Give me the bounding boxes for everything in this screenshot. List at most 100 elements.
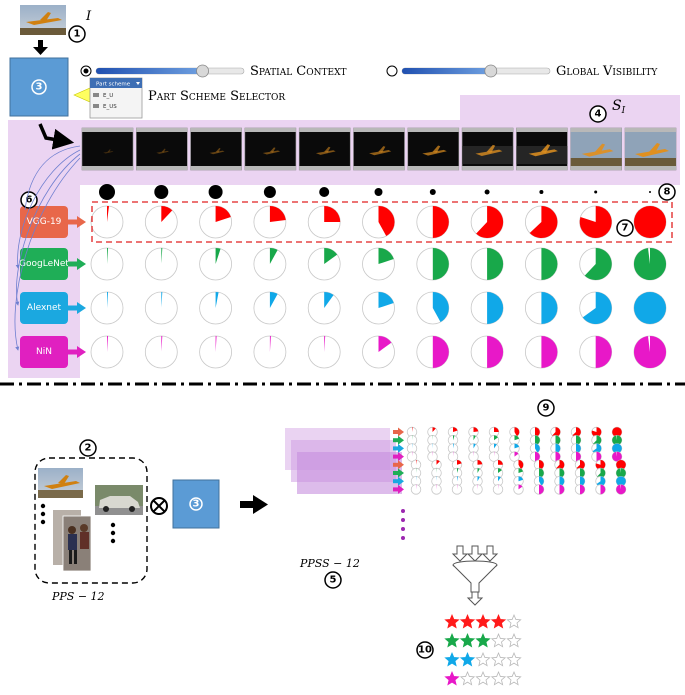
empty-star-icon [506,651,522,667]
row-arrow-icon [393,468,404,478]
global-visibility-slider[interactable] [401,64,551,78]
sequence-frame [407,127,460,171]
pie-chart [470,247,504,281]
pie-chart [554,467,565,479]
pie-chart [554,459,565,471]
pie-chart [447,451,459,462]
pie-chart [90,291,124,325]
pie-chart [488,451,500,462]
svg-text:2: 2 [85,443,92,454]
filled-star-icon [490,613,507,629]
pie-chart [591,451,602,462]
filled-star-icon [459,613,476,629]
sequence-symbol: SI [612,98,626,116]
svg-text:8: 8 [664,187,671,198]
visibility-dot [208,185,223,199]
svg-text:3: 3 [36,82,43,93]
spatial-context-radio[interactable] [80,65,92,77]
dropdown-title: Part scheme [96,82,131,88]
filled-star-icon [475,613,491,629]
pie-chart [570,443,582,454]
visibility-dots [99,184,651,200]
dropdown-pointer [73,87,91,103]
part-scheme-dropdown[interactable]: Part scheme E_U E_US [89,77,143,119]
dropdown-option-1[interactable]: E_U [103,93,113,99]
pie-chart [307,291,341,325]
sequence-frame [353,127,405,171]
model-box: 3 [9,57,69,117]
filled-star-icon [459,651,476,667]
sequence-frame [461,127,514,171]
connector-curves [14,145,81,351]
spatial-context-slider[interactable] [95,64,245,78]
pie-chart [633,291,667,325]
pie-chart [406,451,418,462]
row-arrow-icon [393,476,404,486]
global-visibility-radio[interactable] [386,65,398,77]
pie-chart [488,426,500,438]
svg-text:3: 3 [193,499,200,510]
empty-star-icon [475,670,491,686]
curved-arrow-icon [38,123,75,150]
svg-text:6: 6 [26,195,33,206]
pie-chart [362,335,395,369]
down-arrow-icon [33,40,48,55]
empty-star-icon [506,632,522,648]
pie-chart [570,435,582,446]
filled-star-icon [475,632,491,648]
svg-text:10: 10 [418,645,432,656]
pie-chart [90,205,124,239]
network-boxes: VGG-19 GoogLeNet Alexnet NiN [19,206,86,368]
pie-chart [633,335,667,369]
pps-label: PPS − 12 [51,590,105,603]
visibility-dot [649,191,651,193]
empty-star-icon [490,670,507,686]
pie-chart [579,291,613,325]
pie-chart [533,467,545,479]
pie-chart [509,451,520,462]
network-box-googlenet: GoogLeNet [19,248,86,280]
network-box-nin: NiN [20,336,86,368]
pie-chart [550,443,561,454]
pie-chart [416,247,450,281]
frame-sequence [81,127,677,171]
grid-icon [93,93,99,97]
pie-chart [579,335,613,369]
pie-chart [472,467,483,479]
empty-star-icon [506,670,522,686]
stacked-sequence-sheets [285,428,402,494]
row-arrow-icon [393,435,404,445]
callout-6: 6 [20,191,38,209]
dropdown-option-2[interactable]: E_US [103,104,117,110]
pie-chart [199,291,233,325]
pie-chart [416,291,450,325]
callout-10: 10 [416,641,434,659]
visibility-dot [484,189,490,195]
network-label: GoogLeNet [19,259,69,269]
chevron-down-icon [136,82,140,85]
pie-chart [574,476,586,487]
row-arrow-icon [393,427,404,437]
pie-chart [529,426,541,438]
global-visibility-label: Global Visibility [556,64,658,79]
callout-8: 8 [658,183,676,201]
sequence-frame [81,127,134,171]
funnel-icon [451,545,499,606]
pie-chart [470,205,504,239]
callout-2: 2 [79,439,97,457]
pie-chart [574,459,586,471]
svg-text:9: 9 [543,403,550,414]
callout-7: 7 [616,219,634,237]
pie-chart [595,459,606,471]
visibility-dot [539,190,544,194]
empty-star-icon [475,651,491,667]
input-image-thumbnail [20,5,66,35]
pps-dataset-box [34,457,148,584]
pie-chart [574,484,586,495]
pie-chart [451,484,463,495]
visibility-dot [594,190,598,194]
sequence-frame [570,127,623,171]
pie-chart [90,247,124,281]
pie-chart [427,426,438,438]
pie-chart [615,459,627,471]
